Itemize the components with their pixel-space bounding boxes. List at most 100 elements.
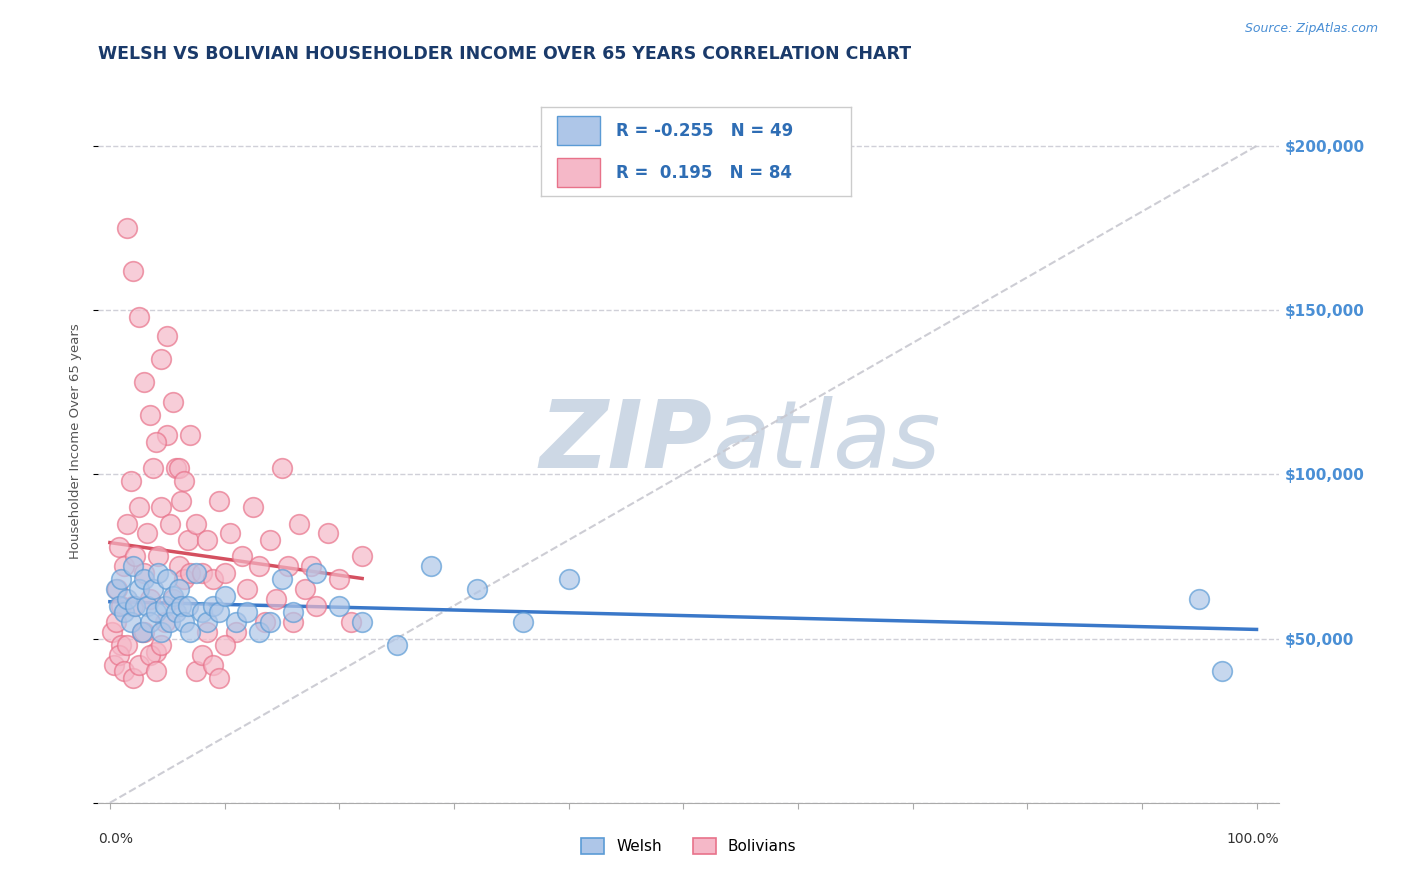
Point — [339, 615, 361, 630]
Point — [247, 559, 270, 574]
Point — [135, 526, 157, 541]
Point — [208, 605, 231, 619]
Point — [120, 615, 142, 630]
Point — [173, 474, 195, 488]
Point — [195, 615, 218, 630]
Text: 0.0%: 0.0% — [98, 831, 134, 846]
Point — [128, 310, 150, 324]
Point — [316, 526, 339, 541]
Point — [179, 566, 201, 580]
Point — [214, 638, 236, 652]
Point — [156, 329, 179, 343]
Point — [179, 428, 201, 442]
Point — [150, 625, 173, 640]
Point — [110, 599, 132, 613]
Point — [121, 264, 143, 278]
Point — [328, 599, 350, 613]
Point — [253, 615, 276, 630]
Point — [121, 599, 143, 613]
Point — [128, 500, 150, 515]
Text: R =  0.195   N = 84: R = 0.195 N = 84 — [616, 163, 792, 182]
Point — [202, 573, 225, 587]
Point — [190, 605, 212, 619]
Point — [170, 493, 193, 508]
Point — [150, 638, 173, 652]
Point — [145, 665, 167, 679]
Point — [145, 434, 167, 449]
Point — [352, 615, 374, 630]
Point — [142, 582, 165, 597]
Point — [294, 582, 316, 597]
Point — [184, 516, 207, 531]
Point — [177, 599, 200, 613]
Point — [162, 592, 184, 607]
Point — [557, 573, 579, 587]
Point — [134, 625, 156, 640]
Point — [173, 573, 195, 587]
Point — [112, 665, 135, 679]
Point — [167, 559, 190, 574]
Point — [242, 500, 264, 515]
Text: atlas: atlas — [713, 396, 941, 487]
Point — [512, 615, 534, 630]
Point — [131, 625, 153, 640]
Point — [225, 625, 247, 640]
Text: R = -0.255   N = 49: R = -0.255 N = 49 — [616, 121, 793, 140]
Point — [214, 589, 236, 603]
Point — [162, 395, 184, 409]
Point — [104, 615, 127, 630]
Point — [146, 566, 169, 580]
Point — [283, 605, 305, 619]
Point — [112, 605, 135, 619]
Point — [259, 533, 281, 547]
Point — [165, 460, 187, 475]
Point — [115, 592, 138, 607]
Point — [101, 625, 124, 640]
Point — [299, 559, 322, 574]
Point — [190, 648, 212, 662]
Point — [142, 460, 165, 475]
Point — [270, 573, 292, 587]
Point — [139, 592, 162, 607]
Text: Source: ZipAtlas.com: Source: ZipAtlas.com — [1244, 22, 1378, 36]
Point — [128, 582, 150, 597]
Point — [214, 566, 236, 580]
Point — [236, 605, 259, 619]
Point — [124, 599, 146, 613]
Point — [108, 540, 131, 554]
Point — [184, 566, 207, 580]
Point — [167, 582, 190, 597]
Legend: Welsh, Bolivians: Welsh, Bolivians — [575, 832, 803, 860]
Point — [247, 625, 270, 640]
Point — [225, 615, 247, 630]
Point — [115, 221, 138, 235]
Point — [139, 648, 162, 662]
Point — [305, 566, 328, 580]
Text: ZIP: ZIP — [540, 395, 713, 488]
Point — [134, 566, 156, 580]
Point — [170, 599, 193, 613]
Point — [105, 582, 128, 597]
Point — [131, 625, 153, 640]
Point — [145, 605, 167, 619]
Text: WELSH VS BOLIVIAN HOUSEHOLDER INCOME OVER 65 YEARS CORRELATION CHART: WELSH VS BOLIVIAN HOUSEHOLDER INCOME OVE… — [98, 45, 911, 63]
Point — [115, 638, 138, 652]
Point — [305, 599, 328, 613]
Point — [173, 615, 195, 630]
Point — [328, 573, 350, 587]
Point — [162, 589, 184, 603]
Point — [153, 615, 176, 630]
Point — [288, 516, 311, 531]
Point — [1188, 592, 1211, 607]
Point — [159, 615, 181, 630]
Point — [110, 573, 132, 587]
FancyBboxPatch shape — [557, 158, 600, 187]
Point — [134, 573, 156, 587]
Point — [128, 657, 150, 672]
Point — [195, 625, 218, 640]
Point — [167, 460, 190, 475]
Point — [120, 474, 142, 488]
Point — [277, 559, 299, 574]
Point — [121, 671, 143, 685]
Point — [156, 428, 179, 442]
